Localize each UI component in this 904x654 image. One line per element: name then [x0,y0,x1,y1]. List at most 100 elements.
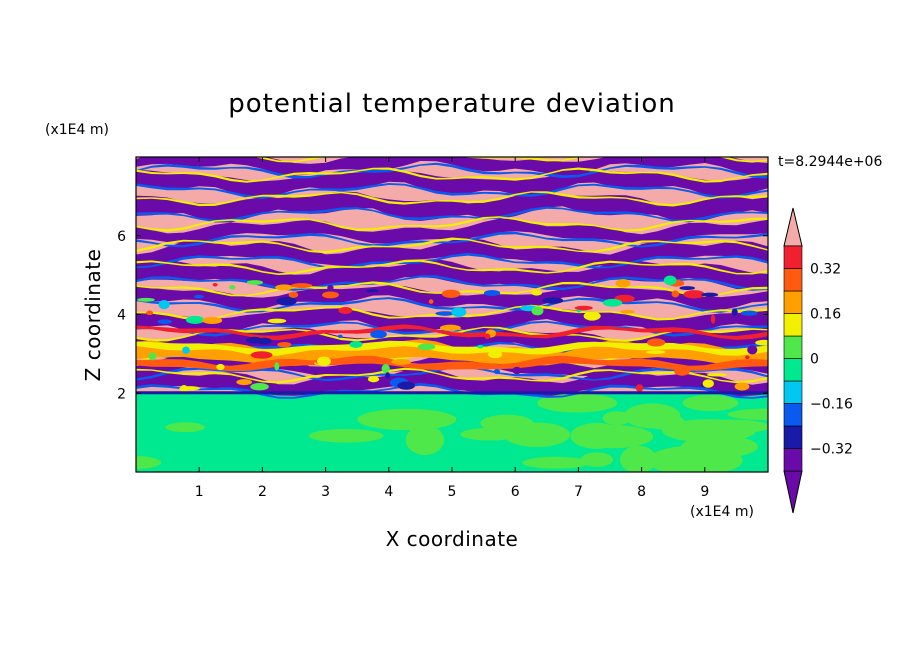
field-patch [277,341,292,348]
field-patch [267,318,287,324]
field-patch [435,311,456,316]
field-blob [522,456,590,469]
x-tick-label: 5 [448,484,457,500]
field-blob [620,445,657,472]
field-edge [136,367,768,384]
field-blob [308,429,384,443]
field-patch [381,363,390,374]
field-patch [615,278,631,288]
field-patch [710,314,716,324]
field-edge [136,252,768,269]
field-blob [682,394,739,412]
field-patch [157,319,172,325]
colorbar-label: 0.16 [810,307,841,323]
field-patch [671,290,680,298]
field-edge [136,216,768,232]
x-tick-label: 6 [511,484,520,500]
field-patch [531,306,544,316]
field-patch [483,289,501,297]
field-patch [602,298,623,307]
x-tick-label: 7 [574,484,583,500]
field-patch [290,283,313,289]
field-patch [194,294,204,299]
field-patch [185,315,205,324]
field-edge [136,206,768,223]
colorbar: 0.32 0.16 0 −0.16 −0.32 [783,207,853,514]
field-blob [405,424,445,456]
chart-title: potential temperature deviation [228,89,675,119]
colorbar-segment [783,313,803,337]
field-patch [493,368,500,375]
colorbar-segment [783,448,803,472]
field-streak [136,169,768,198]
x-axis: 1 2 3 4 5 6 7 8 9 [195,157,709,500]
field-edge [136,237,768,254]
field-patch [137,297,155,302]
field-streak [136,368,768,397]
colorbar-segment [783,335,803,359]
colorbar-segment [783,245,803,269]
field-patch [531,290,543,296]
field-patch [441,289,461,298]
colorbar-label: 0.32 [810,262,841,278]
field-patch [337,334,343,338]
field-patch [329,387,341,391]
colorbar-segment [783,403,803,427]
x-unit-label: (x1E4 m) [690,504,754,520]
field-patch [370,330,387,339]
field-patch [385,372,391,379]
field-patch [477,344,484,349]
field-patch [367,376,380,383]
field-patch [236,379,253,386]
y-axis: 2 4 6 [117,229,768,402]
field-patch [250,383,269,391]
field-patch [674,366,690,376]
field-patch [731,308,738,316]
field-edge [136,167,768,183]
field-patch [321,291,339,299]
field-blob [602,411,632,426]
field-patch [663,275,677,286]
field-patch [182,346,190,354]
plot-area [136,157,768,472]
field-streak [136,157,768,176]
field-patch [439,324,461,332]
colorbar-label: −0.32 [810,442,853,458]
field-edge [136,191,768,207]
field-blob [727,408,768,421]
field-patch [288,291,299,298]
y-tick-label: 6 [117,229,126,245]
field-blob [165,422,205,433]
field-patch [148,352,157,361]
y-tick-label: 4 [117,308,126,324]
field-patch [246,280,264,285]
field-edge [136,183,768,199]
field-patch [747,345,758,355]
field-streak [136,191,768,223]
field-blob [573,424,654,449]
colorbar-segment [783,290,803,314]
field-patch [702,379,714,388]
field-edge [136,275,768,291]
field-blob [688,419,768,434]
field-patch [574,305,593,311]
field-blob [480,414,534,433]
field-blob [537,393,618,413]
field-patch [391,359,412,365]
field-edge [136,259,768,275]
field-patch [451,307,467,317]
field-patch [755,339,768,346]
field-patch [158,299,170,310]
field-edge [136,320,768,337]
field-patch [417,343,436,351]
x-axis-label: X coordinate [386,527,519,551]
field-blob [136,456,162,470]
field-patch [212,282,218,287]
colorbar-label: 0 [810,352,819,368]
field-patch [327,284,334,291]
field-patch [397,381,416,390]
field-patch [276,296,297,306]
colorbar-segment [783,425,803,449]
field-patch [205,379,225,389]
